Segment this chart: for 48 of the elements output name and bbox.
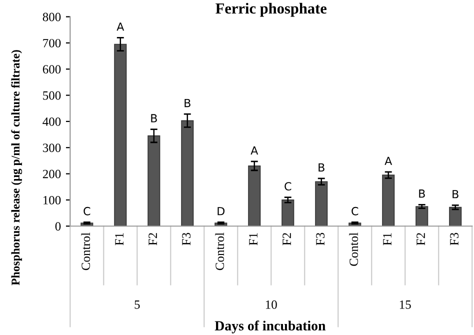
y-axis-title: Phosphorus release (µg p/ml of culture filtrate)	[11, 50, 22, 286]
data-label: A	[384, 156, 392, 165]
bar	[148, 135, 160, 226]
data-label: B	[452, 190, 458, 198]
data-label: A	[116, 22, 124, 31]
y-tick-label: 100	[43, 196, 61, 204]
data-label: B	[184, 98, 190, 108]
x-tick-label: Control	[81, 232, 90, 270]
data-label: B	[318, 163, 324, 172]
y-tick-label: 600	[42, 65, 61, 74]
x-axis-title: Days of incubation	[214, 320, 326, 334]
text: 10	[266, 300, 277, 309]
x-tick-label: F2	[282, 233, 291, 246]
bar	[315, 181, 328, 226]
y-tick-label: 200	[42, 170, 61, 178]
x-tick-label: F1	[115, 233, 124, 246]
data-label: C	[352, 206, 358, 216]
x-tick-label: Contol	[349, 232, 358, 266]
bar	[449, 206, 462, 226]
bar	[416, 206, 428, 226]
y-tick-label: 800	[42, 12, 61, 22]
bar	[114, 44, 127, 226]
x-tick-label: Control	[215, 232, 224, 270]
bar	[181, 120, 194, 226]
data-label: B	[151, 114, 157, 122]
x-tick-label: F3	[450, 232, 458, 246]
data-label: C	[84, 206, 90, 216]
x-tick-label: F1	[383, 233, 392, 246]
x-tick-label: F2	[416, 233, 425, 246]
y-tick-label: 0	[55, 222, 61, 231]
bar	[382, 174, 395, 226]
bar	[282, 200, 294, 226]
x-tick-label: F2	[148, 233, 157, 246]
y-tick-label: 500	[43, 91, 61, 100]
x-tick-label: F1	[249, 233, 258, 246]
data-label: C	[284, 182, 292, 190]
bar	[248, 166, 261, 226]
x-tick-label: F3	[316, 232, 324, 246]
y-tick-label: 300	[42, 144, 61, 152]
data-label: A	[250, 146, 258, 154]
y-tick-label: 700	[43, 38, 61, 48]
text: 5	[134, 300, 140, 309]
chart-title: Ferric phosphate	[216, 2, 327, 17]
data-label: D	[218, 207, 225, 216]
y-tick-label: 400	[42, 117, 61, 126]
x-tick-label: F3	[182, 232, 191, 246]
data-label: B	[419, 190, 425, 198]
text: 15	[400, 300, 411, 309]
